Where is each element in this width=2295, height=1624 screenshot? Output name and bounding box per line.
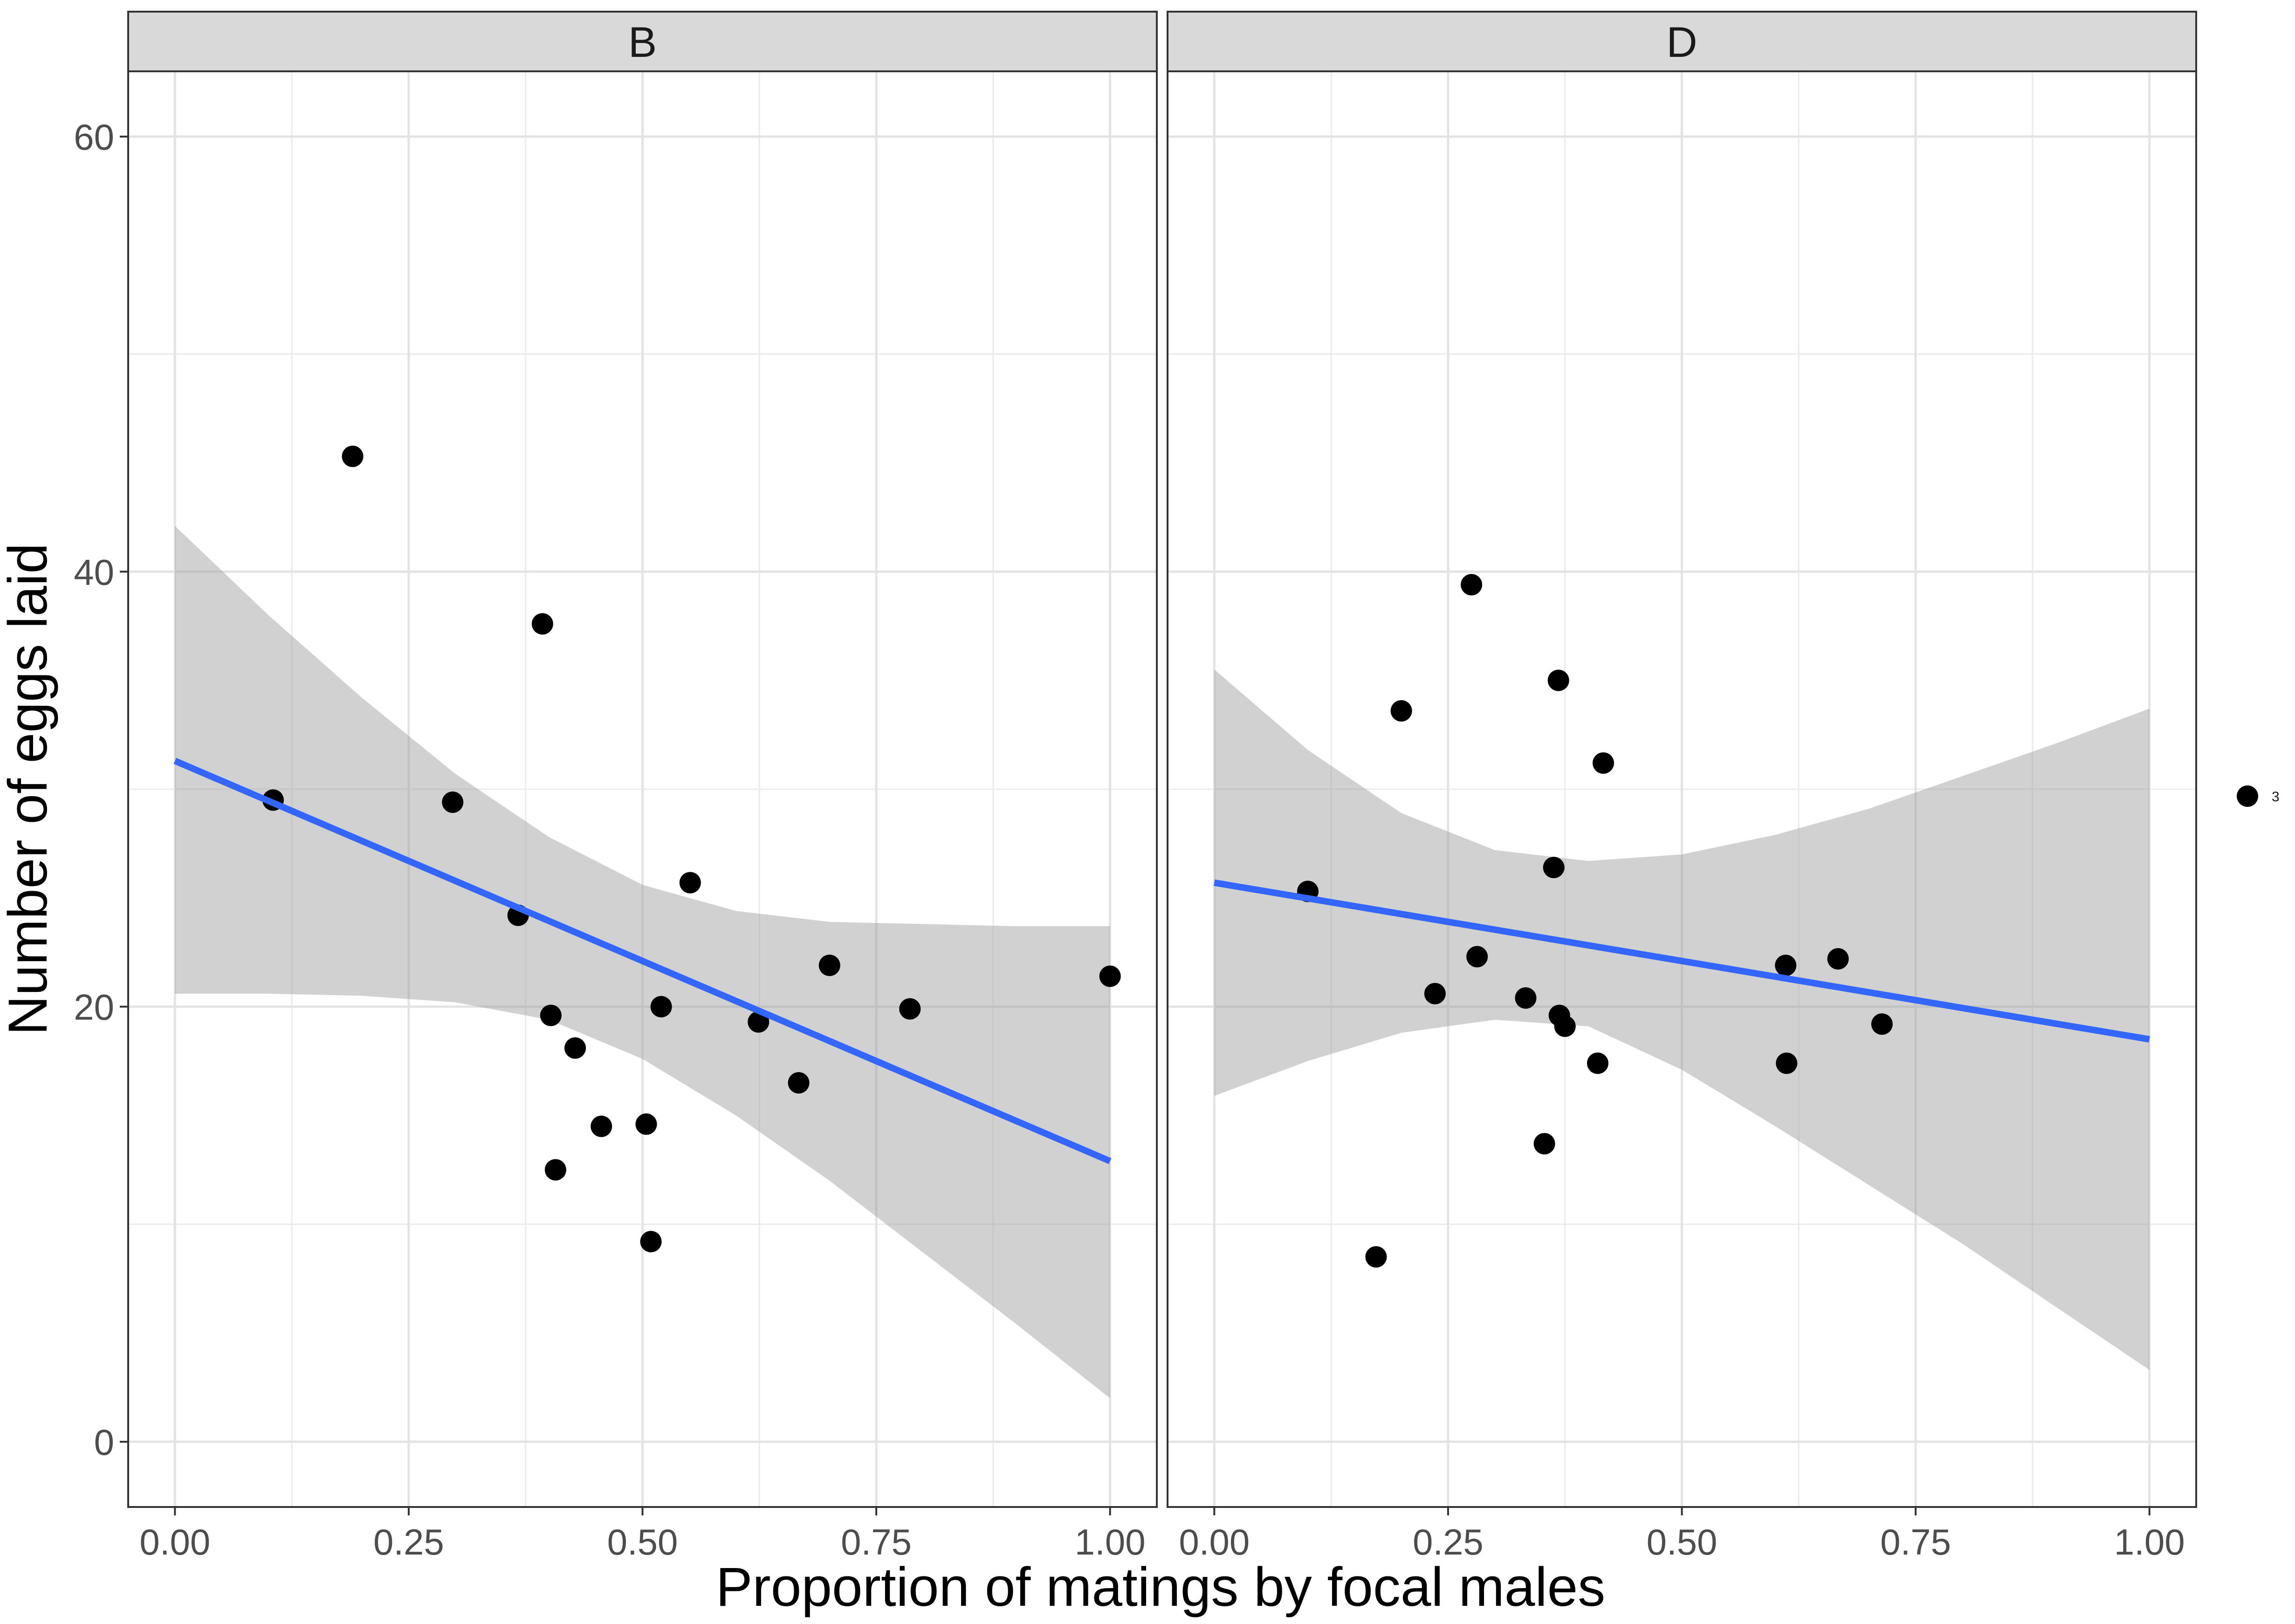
data-point [531, 613, 553, 635]
facet-strip [127, 11, 1158, 72]
data-point [1827, 948, 1849, 970]
data-point [1871, 1013, 1893, 1035]
data-point [640, 1231, 662, 1252]
data-point [1547, 669, 1569, 691]
data-point [1515, 987, 1537, 1009]
x-tick-label: 0.75 [1880, 1521, 1951, 1562]
x-axis-title: Proportion of matings by focal males [716, 1556, 1606, 1618]
data-point [1587, 1053, 1608, 1074]
facet-strip-label: B [628, 19, 657, 66]
y-axis-title: Number of eggs laid [0, 543, 59, 1035]
x-tick-label: 0.50 [607, 1521, 678, 1562]
regression-line [1214, 879, 2150, 1043]
data-point [748, 1011, 770, 1033]
data-point [1461, 574, 1483, 596]
data-point [1543, 857, 1565, 878]
regression-line [173, 757, 1112, 1164]
x-tick-label: 0.25 [373, 1521, 444, 1562]
legend-label: 3 [2272, 789, 2280, 805]
data-point [342, 446, 364, 467]
data-point [635, 1113, 657, 1135]
y-tick-label: 60 [74, 117, 114, 158]
data-point [650, 996, 672, 1018]
y-tick-label: 20 [74, 987, 114, 1028]
data-point [1424, 983, 1446, 1005]
y-axis: 0 20 40 60 [74, 117, 128, 1463]
x-tick-label: 0.50 [1647, 1521, 1718, 1562]
legend-key [2237, 785, 2258, 807]
data-point [1775, 955, 1797, 976]
data-point [899, 998, 921, 1020]
y-tick-label: 40 [74, 551, 114, 592]
panel-D: D 0.00 0.25 0.50 0.75 1.00 [1167, 11, 2197, 1562]
x-tick-label: 0.25 [1413, 1521, 1484, 1562]
y-tick-label: 0 [94, 1422, 114, 1463]
data-point [1533, 1133, 1555, 1155]
data-point [818, 955, 840, 976]
data-point [442, 791, 464, 813]
data-point [544, 1159, 566, 1181]
data-point [1099, 965, 1121, 987]
x-tick-label: 0.00 [139, 1521, 210, 1562]
data-point [1365, 1246, 1387, 1268]
data-point [788, 1072, 810, 1094]
facet-strip-label: D [1666, 19, 1697, 66]
data-point [1466, 946, 1488, 968]
data-point [1554, 1015, 1576, 1037]
data-point [540, 1005, 562, 1026]
facet-strip [1167, 11, 2197, 72]
panel-B: B 0.00 0.25 0.50 0.75 1.00 [127, 11, 1158, 1562]
data-point [1776, 1053, 1798, 1074]
data-point [1390, 700, 1412, 722]
x-tick-label: 0.00 [1179, 1521, 1250, 1562]
x-tick-label: 0.75 [841, 1521, 912, 1562]
confidence-ribbon [1214, 669, 2150, 1370]
data-point [679, 872, 701, 894]
data-point [591, 1115, 612, 1137]
legend: 3 [2237, 785, 2280, 807]
x-tick-label: 1.00 [1075, 1521, 1146, 1562]
x-tick-label: 1.00 [2114, 1521, 2185, 1562]
panels-layer: B 0.00 0.25 0.50 0.75 1.00 D 0.00 0.25 0.50 0.75 1.… [127, 11, 2197, 1562]
data-point [1592, 752, 1614, 774]
data-point [564, 1037, 586, 1059]
